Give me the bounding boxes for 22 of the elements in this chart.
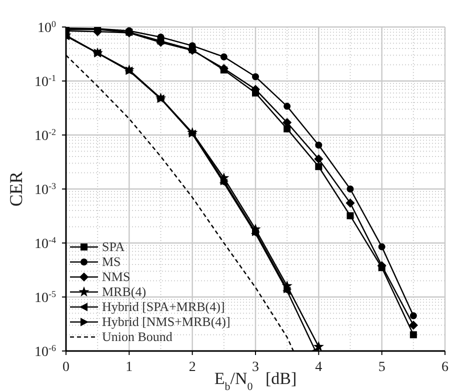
x-tick-label: 5 [378,360,386,375]
y-tick-label: 10$^{0}$ [38,19,56,36]
legend-label: Union Bound [102,329,172,344]
y-tick-label: 10$^{-4}$ [34,235,56,252]
x-tick-label: 1 [126,360,133,375]
x-tick-label: 6 [442,360,448,375]
x-tick-label: 0 [62,360,70,375]
x-tick-label: 4 [315,360,322,375]
legend-label: NMS [102,269,130,284]
legend-label: SPA [102,239,125,254]
y-tick-label: 10$^{-5}$ [34,289,56,306]
y-tick-label: 10$^{-2}$ [34,127,56,144]
legend-label: MS [102,254,121,269]
y-tick-label: 10$^{-1}$ [34,73,56,90]
y-axis-title: CER [6,171,26,207]
legend-label: Hybrid [NMS+MRB(4)] [102,314,230,329]
y-tick-label: 10$^{-6}$ [34,343,56,360]
legend-label: MRB(4) [102,284,146,299]
legend-label: Hybrid [SPA+MRB(4)] [102,299,225,314]
y-tick-label: 10$^{-3}$ [34,181,56,198]
x-tick-label: 3 [252,360,259,375]
x-tick-label: 2 [188,360,196,375]
